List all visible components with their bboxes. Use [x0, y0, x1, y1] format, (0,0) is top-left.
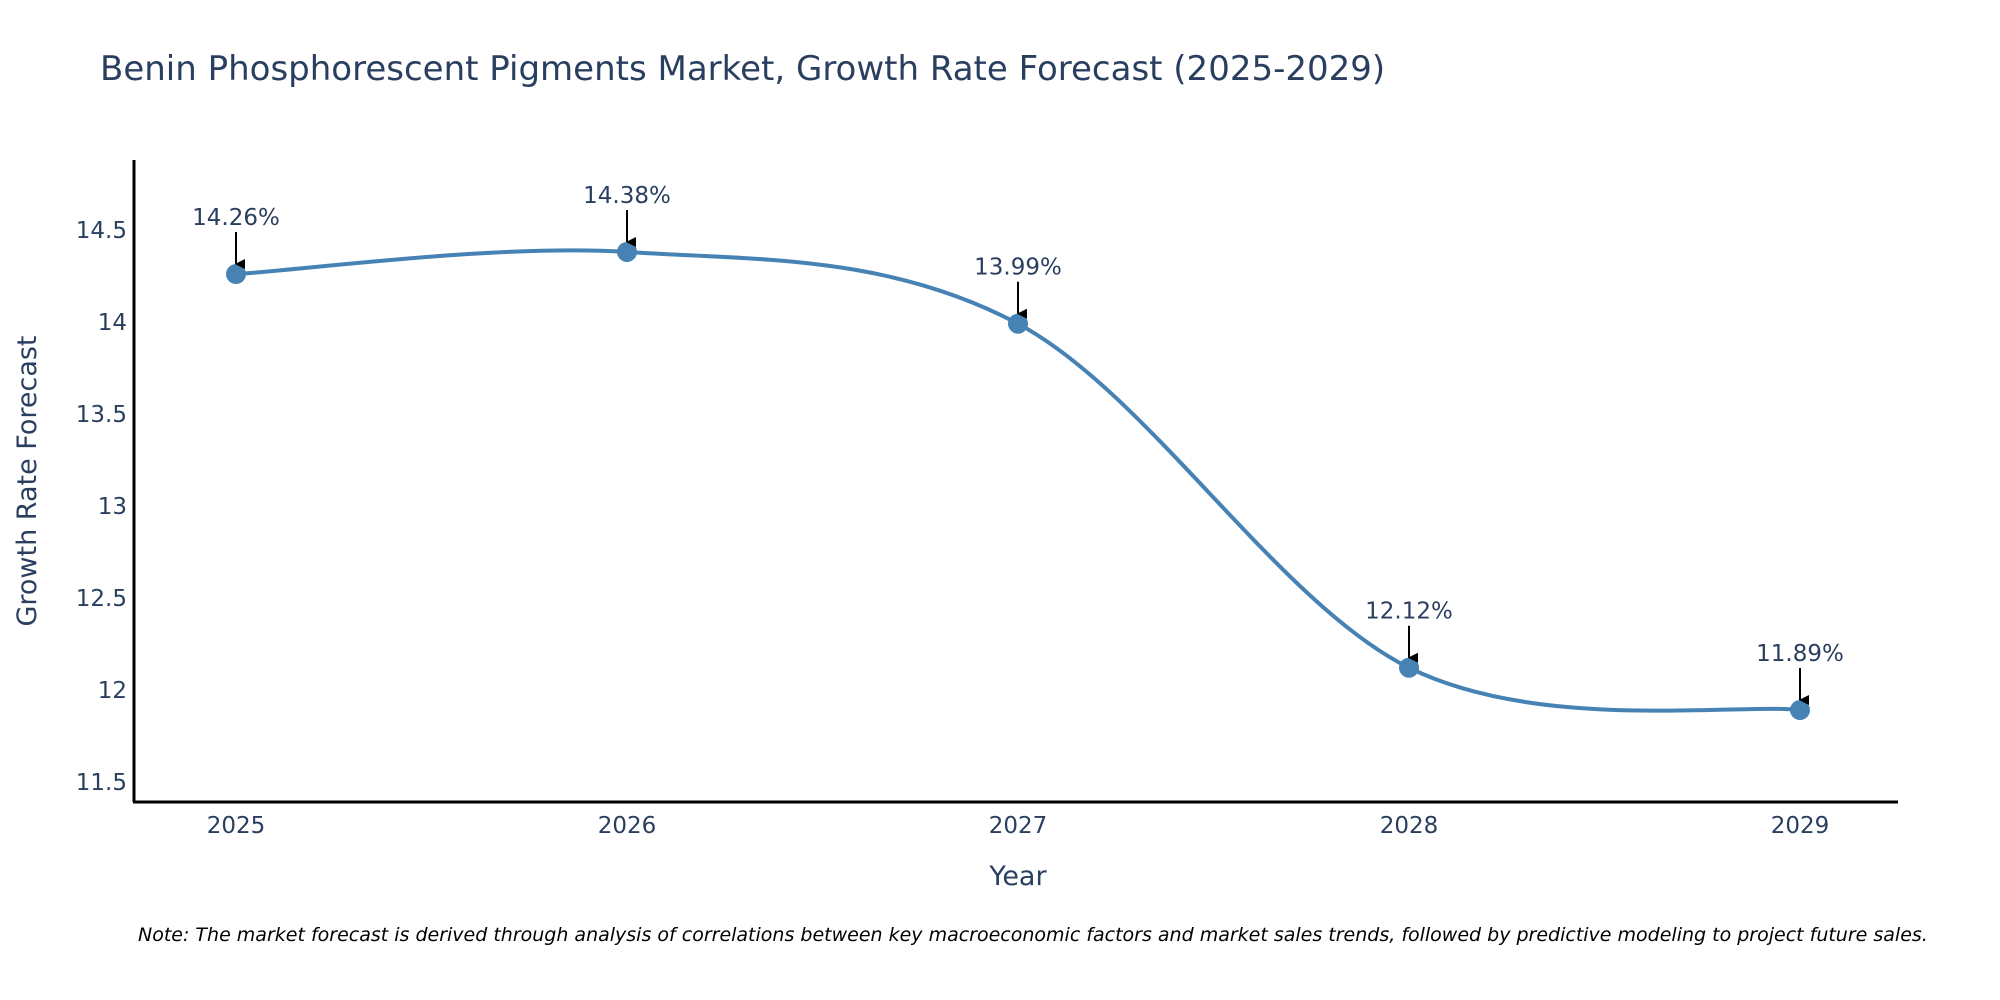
- series-line: [235, 248, 1801, 713]
- y-tick-label: 14: [98, 310, 127, 336]
- y-tick-label: 13: [98, 494, 127, 520]
- x-axis-title: Year: [988, 861, 1047, 892]
- data-label: 14.26%: [192, 205, 280, 231]
- data-label: 11.89%: [1756, 641, 1844, 667]
- series-layer: [226, 241, 1810, 721]
- axes: [132, 160, 1898, 804]
- data-point[interactable]: [226, 264, 246, 285]
- data-point[interactable]: [1790, 700, 1810, 721]
- data-annotations: 14.26% 14.38% 13.99% 12.12% 11.89%: [192, 183, 1844, 706]
- y-tick-label: 12.5: [76, 586, 127, 612]
- x-tick-label: 2028: [1380, 813, 1439, 839]
- y-axis-title: Growth Rate Forecast: [12, 335, 43, 626]
- data-label: 14.38%: [583, 183, 671, 209]
- data-label: 12.12%: [1365, 599, 1453, 625]
- chart-title: Benin Phosphorescent Pigments Market, Gr…: [100, 49, 1385, 89]
- y-tick-label: 11.5: [76, 770, 127, 796]
- y-tick-label: 13.5: [76, 402, 127, 428]
- data-label: 13.99%: [974, 255, 1062, 281]
- y-tick-label: 14.5: [76, 218, 127, 244]
- x-tick-label: 2029: [1771, 813, 1830, 839]
- y-tick-label: 12: [98, 678, 127, 704]
- x-tick-label: 2027: [989, 813, 1048, 839]
- x-tick-label: 2025: [207, 813, 266, 839]
- data-point[interactable]: [617, 241, 637, 262]
- footnote: Note: The market forecast is derived thr…: [138, 924, 1928, 946]
- data-point[interactable]: [1008, 313, 1028, 334]
- x-tick-label: 2026: [598, 813, 657, 839]
- y-tick-labels: 11.5 12 12.5 13 13.5 14 14.5: [76, 218, 127, 796]
- x-tick-labels: 2025 2026 2027 2028 2029: [207, 813, 1830, 839]
- data-point[interactable]: [1399, 657, 1419, 678]
